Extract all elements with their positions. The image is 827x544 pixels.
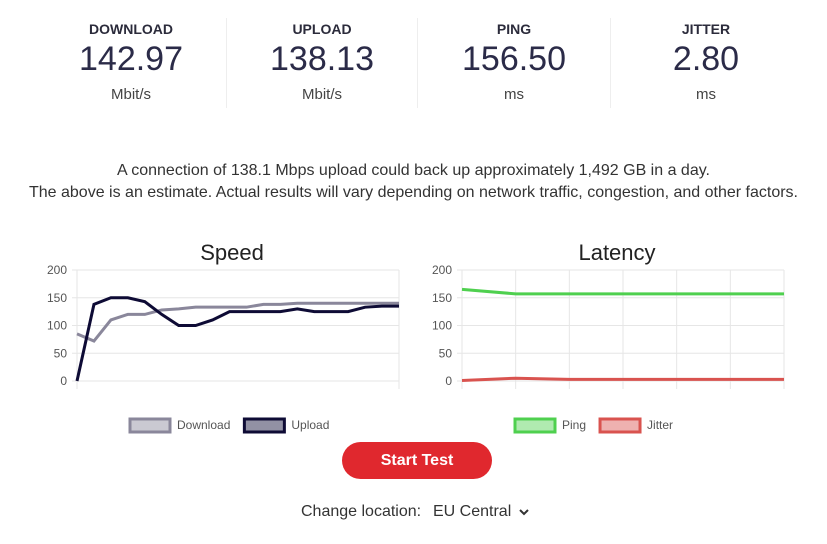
y-tick-label: 150 [47, 291, 67, 305]
metric-label: UPLOAD [292, 21, 352, 37]
legend-label: Upload [291, 418, 329, 432]
start-test-button[interactable]: Start Test [342, 442, 492, 479]
separator [610, 18, 611, 108]
info-text: The above is an estimate. Actual results… [28, 184, 798, 201]
location-label: Change location: [301, 503, 422, 520]
metric-value: 138.13 [270, 40, 374, 78]
metric-unit: ms [696, 86, 716, 103]
line [461, 376, 784, 382]
metric-value: 142.97 [79, 40, 183, 78]
metric-unit: ms [504, 86, 524, 103]
legend-swatch [128, 417, 172, 434]
location-select[interactable]: EU Central [433, 503, 512, 520]
chevron [519, 509, 529, 516]
chart-title: Latency [578, 240, 655, 265]
y-tick-label: 150 [432, 291, 452, 305]
metric-value: 156.50 [462, 40, 566, 78]
metric-label: JITTER [681, 21, 731, 37]
y-tick-label: 0 [445, 374, 452, 388]
metric-label: DOWNLOAD [89, 21, 173, 37]
legend-label: Jitter [647, 418, 673, 432]
metric-value: 2.80 [672, 40, 740, 78]
legend-swatch [513, 417, 557, 434]
y-tick-label: 50 [54, 346, 68, 360]
y-tick-label: 50 [439, 346, 453, 360]
y-tick-label: 200 [47, 263, 67, 277]
legend-swatch [598, 417, 642, 434]
chart-title: Speed [200, 240, 264, 265]
metric-label: PING [496, 21, 532, 37]
line [75, 296, 399, 382]
legend-swatch [242, 417, 286, 434]
separator [226, 18, 227, 108]
legend-label: Download [177, 418, 230, 432]
metric-unit: Mbit/s [301, 86, 342, 103]
y-tick-label: 0 [60, 374, 67, 388]
y-tick-label: 100 [47, 319, 67, 333]
y-tick-label: 200 [432, 263, 452, 277]
line [461, 287, 784, 296]
y-tick-label: 100 [432, 319, 452, 333]
metric-unit: Mbit/s [110, 86, 151, 103]
info-text: A connection of 138.1 Mbps upload could … [117, 162, 710, 179]
separator [417, 18, 418, 108]
charts: Speed 0 50 100 150 200 Download Upload Latency 0 5… [47, 240, 785, 434]
line [76, 301, 399, 343]
legend-label: Ping [562, 418, 586, 432]
